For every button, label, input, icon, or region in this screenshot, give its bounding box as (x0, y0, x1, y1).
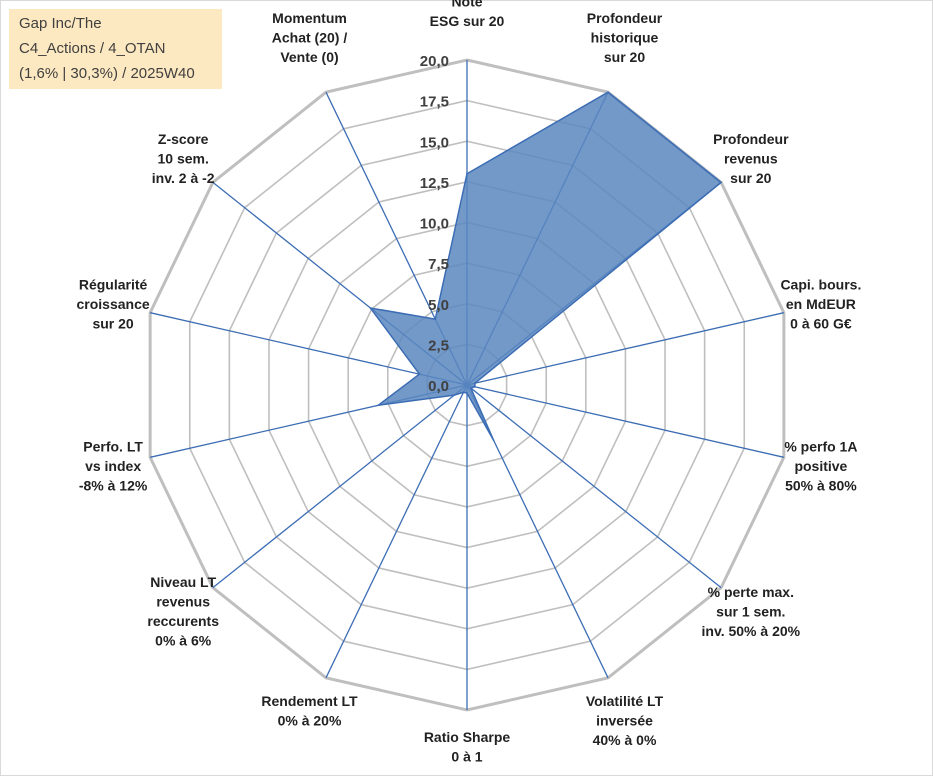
data-point-10 (377, 404, 380, 407)
axis-label-1-line-1: historique (591, 29, 659, 45)
axis-label-11-line-0: Régularité (79, 277, 148, 293)
tick-label-0: 0,0 (428, 378, 449, 395)
axis-label-3-line-2: 0 à 60 G€ (790, 316, 852, 332)
axis-label-7-line-0: Ratio Sharpe (424, 729, 511, 745)
data-point-9 (453, 394, 456, 396)
axis-label-1: Profondeur historique sur 20 (587, 10, 663, 65)
tick-label-1: 2,5 (428, 337, 449, 354)
axis-label-12-line-0: Z-score (158, 131, 209, 147)
axis-label-11-line-2: sur 20 (92, 316, 133, 332)
axis-spoke-5 (466, 384, 722, 589)
axis-label-9-line-3: 0% à 6% (155, 633, 212, 649)
axis-label-13-line-0: Momentum (272, 10, 347, 26)
radial-tick-labels: 0,0 2,5 5,0 7,5 10,0 12,5 15,0 17,5 20,0 (420, 53, 449, 395)
axis-label-11-line-1: croissance (77, 296, 150, 312)
data-point-11 (418, 373, 421, 375)
axis-label-5-line-2: inv. 50% à 20% (702, 623, 801, 639)
info-period: (1,6% | 30,3%) / 2025W40 (19, 65, 195, 82)
tick-label-4: 10,0 (420, 216, 449, 233)
axis-label-13-line-2: Vente (0) (280, 49, 338, 65)
axis-spoke-4 (466, 384, 784, 458)
axis-label-8-line-0: Rendement LT (261, 693, 358, 709)
axis-label-7: Ratio Sharpe 0 à 1 (424, 729, 511, 765)
axis-spoke-3 (466, 312, 784, 386)
axis-label-6-line-1: inversée (596, 713, 653, 729)
tick-label-2: 5,0 (428, 297, 449, 314)
axis-label-6: Volatilité LT inversée 40% à 0% (586, 693, 664, 748)
data-point-5 (470, 387, 472, 389)
axis-label-10-line-0: Perfo. LT (83, 438, 143, 454)
axis-label-2-line-2: sur 20 (730, 170, 771, 186)
data-point-6 (492, 439, 495, 442)
tick-label-7: 17,5 (420, 94, 449, 111)
data-point-3 (474, 382, 476, 384)
axis-label-9-line-2: reccurents (147, 613, 219, 629)
axis-label-9: Niveau LT revenus reccurents 0% à 6% (147, 574, 219, 649)
axis-label-13: Momentum Achat (20) / Vente (0) (272, 10, 348, 65)
axis-label-2-line-1: revenus (724, 151, 778, 167)
info-category: C4_Actions / 4_OTAN (19, 40, 166, 57)
axis-label-4-line-1: positive (794, 458, 847, 474)
axis-label-12: Z-score 10 sem. inv. 2 à -2 (152, 131, 215, 186)
axis-label-2-line-0: Profondeur (713, 131, 789, 147)
axis-label-0-line-1: ESG sur 20 (430, 13, 505, 29)
axis-label-8-line-1: 0% à 20% (278, 713, 342, 729)
axis-label-13-line-1: Achat (20) / (272, 29, 348, 45)
axis-label-4: % perfo 1A positive 50% à 80% (784, 438, 857, 493)
data-point-7 (466, 392, 468, 394)
axis-spoke-11 (150, 312, 468, 386)
axis-label-9-line-1: revenus (156, 594, 210, 610)
axis-label-6-line-2: 40% à 0% (593, 732, 657, 748)
axis-label-5-line-0: % perte max. (708, 584, 794, 600)
axis-label-9-line-0: Niveau LT (150, 574, 216, 590)
axis-label-8: Rendement LT 0% à 20% (261, 693, 358, 729)
data-point-13 (434, 318, 437, 320)
axis-label-7-line-1: 0 à 1 (451, 749, 482, 765)
axis-spoke-9 (212, 384, 468, 589)
axis-label-2: Profondeur revenus sur 20 (713, 131, 789, 186)
axis-label-0-line-0: Note (451, 0, 482, 10)
info-box: Gap Inc/The C4_Actions / 4_OTAN (1,6% | … (9, 9, 222, 89)
data-point-12 (369, 307, 372, 309)
axis-label-3: Capi. bours. en MdEUR 0 à 60 G€ (780, 277, 861, 332)
radar-series (368, 91, 723, 442)
axis-label-10-line-2: -8% à 12% (79, 477, 148, 493)
axis-label-10-line-1: vs index (85, 458, 141, 474)
axis-spoke-8 (325, 384, 468, 679)
axis-label-4-line-2: 50% à 80% (785, 477, 857, 493)
data-point-1 (607, 91, 609, 93)
data-point-8 (462, 391, 465, 394)
axis-label-11: Régularité croissance sur 20 (77, 277, 150, 332)
axis-label-0: Note ESG sur 20 (430, 0, 505, 29)
axis-label-3-line-1: en MdEUR (786, 296, 856, 312)
axis-label-4-line-0: % perfo 1A (784, 438, 857, 454)
axis-label-5-line-1: sur 1 sem. (716, 603, 785, 619)
tick-label-5: 12,5 (420, 175, 449, 192)
axis-label-12-line-2: inv. 2 à -2 (152, 170, 215, 186)
tick-label-6: 15,0 (420, 134, 449, 151)
data-point-2 (720, 181, 722, 184)
axis-label-1-line-0: Profondeur (587, 10, 663, 26)
axis-label-12-line-1: 10 sem. (158, 151, 209, 167)
tick-label-3: 7,5 (428, 256, 449, 273)
data-point-0 (466, 172, 468, 175)
axis-label-5: % perte max. sur 1 sem. inv. 50% à 20% (702, 584, 801, 639)
axis-labels: Note ESG sur 20 Profondeur historique sur 20… (77, 0, 862, 765)
axis-label-1-line-2: sur 20 (604, 49, 645, 65)
info-company: Gap Inc/The (19, 15, 102, 32)
data-point-4 (474, 386, 476, 388)
axis-label-3-line-0: Capi. bours. (780, 277, 861, 293)
tick-label-8: 20,0 (420, 53, 449, 70)
axis-label-6-line-0: Volatilité LT (586, 693, 664, 709)
axis-label-10: Perfo. LT vs index -8% à 12% (79, 438, 148, 493)
